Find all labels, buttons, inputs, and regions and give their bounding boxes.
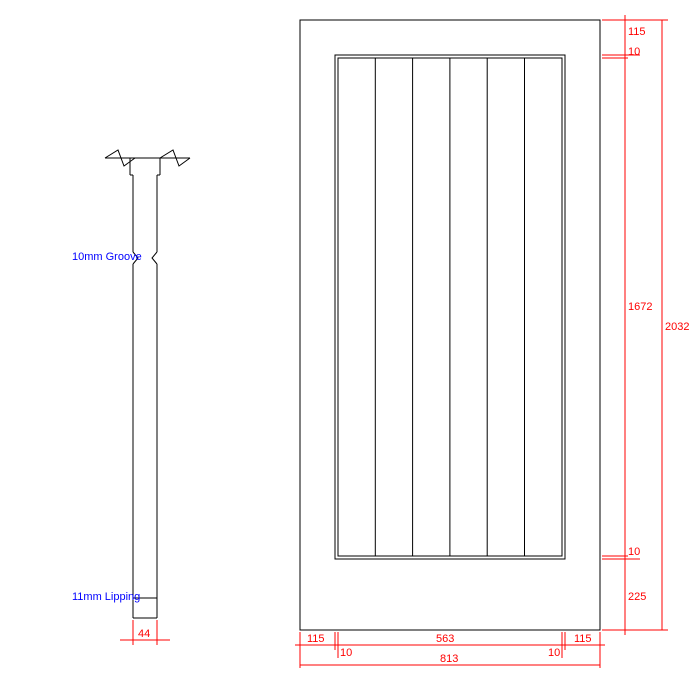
dim-inset-right: 10 (548, 647, 560, 659)
groove-notch-right (152, 252, 157, 264)
technical-drawing: 44 10mm Groove 11mm Lipping 115 563 115 … (0, 0, 700, 700)
bottom-dimensions: 115 563 115 10 10 813 (295, 632, 605, 668)
dim-top-rail: 115 (628, 26, 646, 38)
right-dimensions: 115 10 1672 10 225 2032 (602, 15, 689, 635)
dim-stile-left: 115 (307, 633, 325, 645)
dim-top-inset: 10 (628, 46, 640, 58)
dim-total-height: 2032 (665, 321, 689, 333)
note-lipping: 11mm Lipping (72, 591, 140, 603)
dim-section-width: 44 (138, 628, 150, 640)
dim-total-width: 813 (440, 653, 458, 665)
dim-stile-right: 115 (574, 633, 592, 645)
note-groove: 10mm Groove (72, 251, 142, 263)
dim-bottom-rail: 225 (628, 591, 646, 603)
cross-section: 44 10mm Groove 11mm Lipping (72, 150, 190, 645)
dim-bottom-inset: 10 (628, 546, 640, 558)
front-elevation (300, 20, 600, 630)
dim-panel-width: 563 (436, 633, 454, 645)
dim-panel-height: 1672 (628, 301, 652, 313)
dim-inset-left: 10 (340, 647, 352, 659)
